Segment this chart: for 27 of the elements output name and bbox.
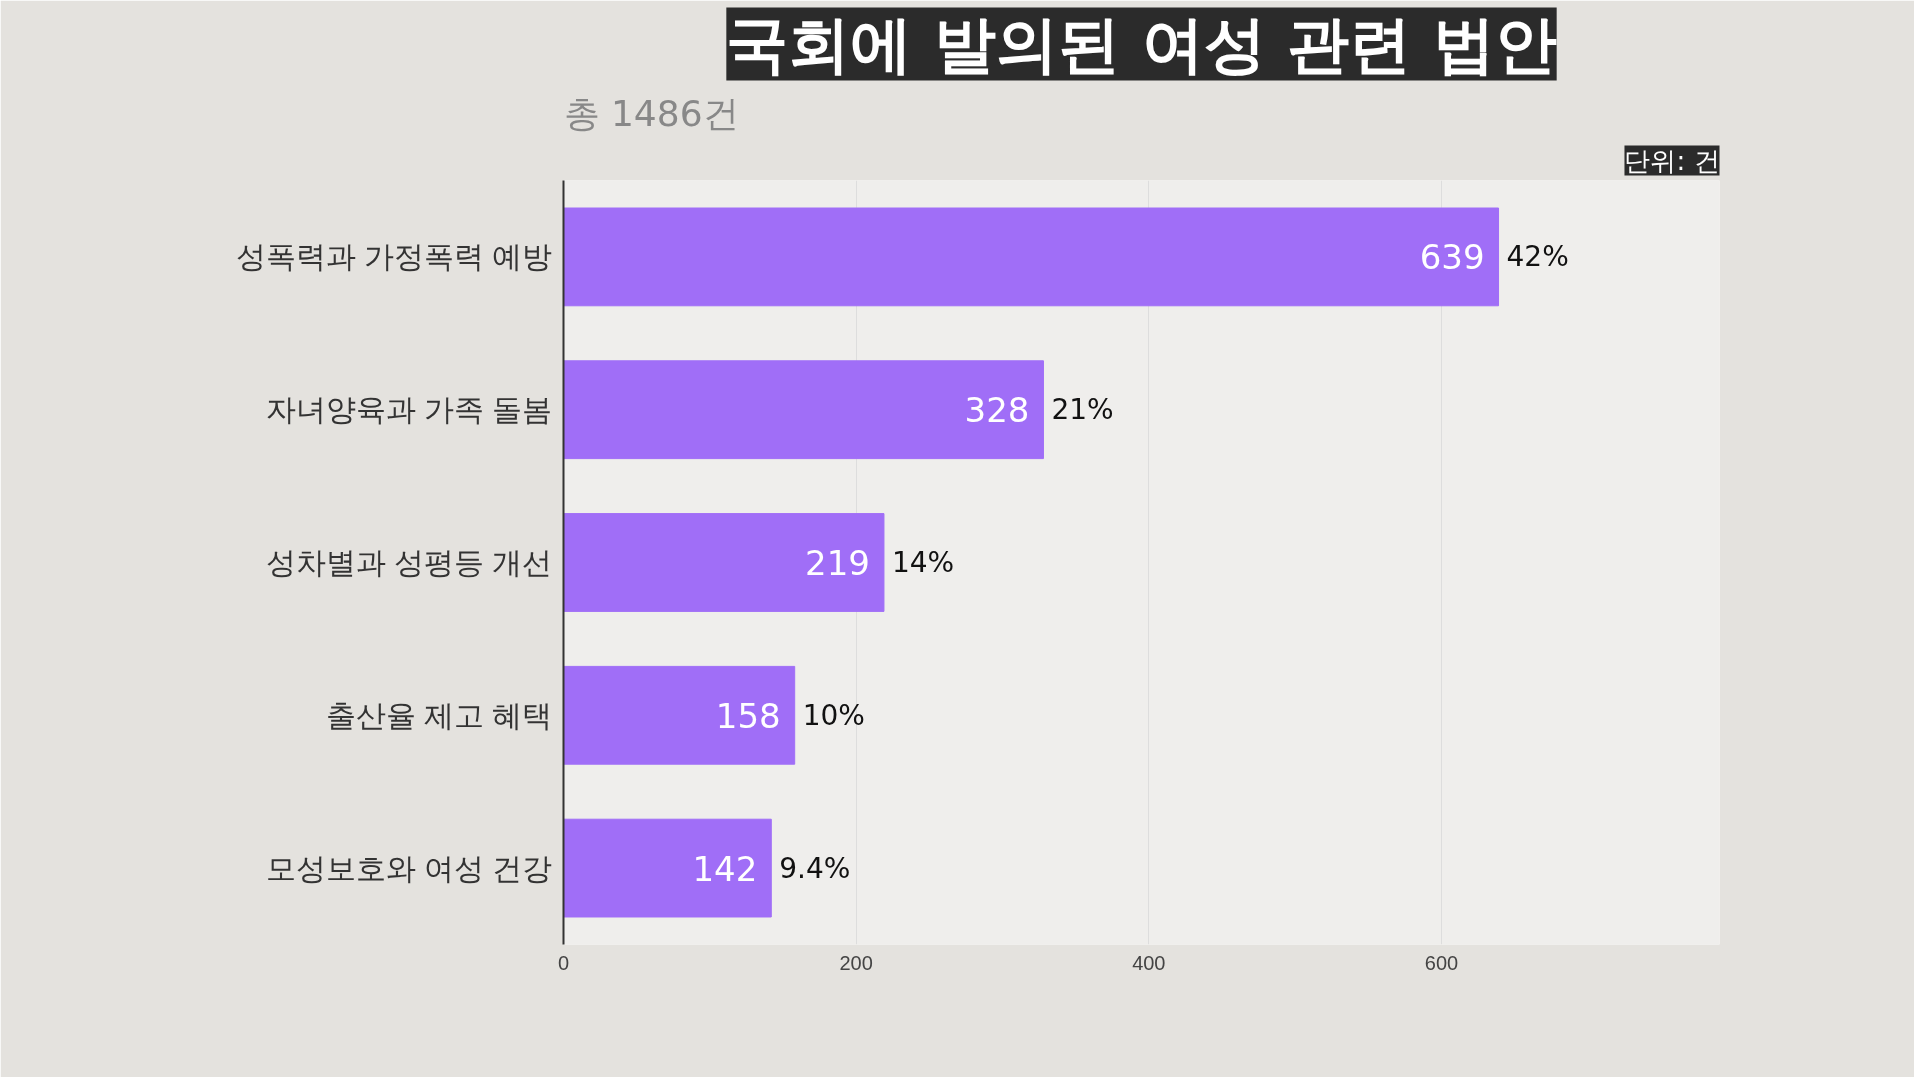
bar (563, 818, 772, 918)
annotation: 14% (891, 546, 955, 579)
data-label: 158 (715, 695, 781, 736)
annotation: 10% (802, 698, 865, 732)
x-tick-label: 400 (1132, 951, 1166, 974)
data-label: 328 (964, 390, 1030, 431)
y-tick-label: 출산율 제고 혜택 (325, 698, 553, 732)
annotation: 42% (1506, 240, 1569, 274)
bar (563, 513, 885, 612)
data-label: 219 (805, 543, 870, 583)
chart-subtitle: 단위: 건 (1624, 145, 1720, 176)
bar (563, 665, 796, 765)
y-tick-label: 성폭력과 가정폭력 예방 (235, 240, 553, 274)
chart-title: 국회에 발의된 여성 관련 법안 (726, 7, 1557, 81)
data-label: 639 (1419, 237, 1485, 278)
y-tick-label: 성차별과 성평등 개선 (265, 546, 553, 579)
annotation: 9.4% (779, 851, 851, 885)
bar (563, 360, 1044, 460)
y-tick-label: 자녀양육과 가족 돌봄 (265, 393, 553, 427)
data-label: 142 (692, 848, 758, 889)
annotation: 21% (1051, 393, 1114, 427)
text: 총 1486건 (563, 92, 739, 134)
bar (563, 207, 1500, 307)
x-tick-label: 0 (557, 951, 570, 974)
x-tick-label: 200 (839, 951, 873, 974)
y-tick-label: 모성보호와 여성 건강 (265, 851, 553, 885)
x-tick-label: 600 (1424, 951, 1459, 974)
